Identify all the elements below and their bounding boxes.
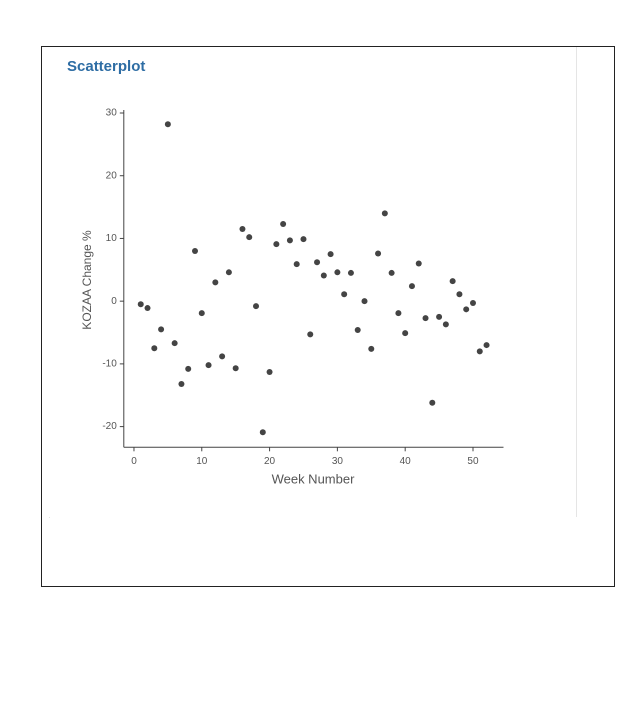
point — [273, 241, 280, 248]
point — [476, 348, 483, 355]
point — [300, 236, 307, 243]
point — [219, 353, 226, 360]
point — [158, 326, 165, 333]
point — [212, 279, 219, 286]
point — [456, 291, 463, 298]
point — [341, 291, 348, 298]
point — [185, 365, 192, 372]
x-tick-label: 50 — [467, 456, 479, 467]
x-tick-label: 40 — [400, 456, 412, 467]
point — [232, 365, 239, 372]
point — [178, 380, 185, 387]
point — [164, 121, 171, 128]
point — [239, 226, 246, 233]
point — [361, 298, 368, 305]
point — [286, 237, 293, 244]
point — [246, 234, 253, 241]
y-tick-label: 10 — [106, 233, 118, 244]
point — [205, 362, 212, 369]
point — [408, 283, 415, 290]
y-tick-label: 20 — [106, 170, 118, 181]
point — [151, 345, 158, 352]
y-tick-label: 30 — [106, 108, 118, 119]
point — [171, 340, 178, 347]
point — [422, 315, 429, 322]
point — [327, 251, 334, 258]
point — [375, 250, 382, 257]
x-tick-label: 20 — [264, 456, 276, 467]
point — [388, 269, 395, 276]
point — [368, 345, 375, 352]
point — [225, 269, 232, 276]
point — [320, 272, 327, 279]
chart-title: Scatterplot — [67, 58, 145, 75]
x-tick-label: 10 — [196, 456, 208, 467]
point — [314, 259, 321, 266]
point — [449, 278, 456, 285]
y-axis-label: KOZAA Change % — [80, 230, 94, 330]
point — [429, 399, 436, 406]
y-tick-label: -10 — [102, 359, 117, 370]
point — [381, 210, 388, 217]
x-tick-label: 0 — [131, 456, 137, 467]
point — [144, 305, 151, 312]
point — [347, 269, 354, 276]
point — [293, 261, 300, 268]
point — [198, 310, 205, 317]
point — [259, 429, 266, 436]
point — [442, 321, 449, 328]
point — [483, 342, 490, 349]
y-tick-label: -20 — [102, 421, 117, 432]
point — [266, 369, 273, 376]
point — [280, 221, 287, 228]
point — [354, 327, 361, 334]
point — [395, 310, 402, 317]
point — [402, 330, 409, 337]
point — [253, 303, 260, 310]
point — [137, 301, 144, 308]
point — [436, 313, 443, 320]
frame — [41, 46, 615, 587]
x-axis-label: Week Number — [272, 471, 356, 486]
y-tick-label: 0 — [111, 296, 117, 307]
x-tick-label: 30 — [332, 456, 344, 467]
point — [469, 300, 476, 307]
point — [463, 306, 470, 313]
point — [307, 331, 314, 338]
point — [191, 247, 198, 254]
point — [334, 269, 341, 276]
point — [415, 260, 422, 267]
